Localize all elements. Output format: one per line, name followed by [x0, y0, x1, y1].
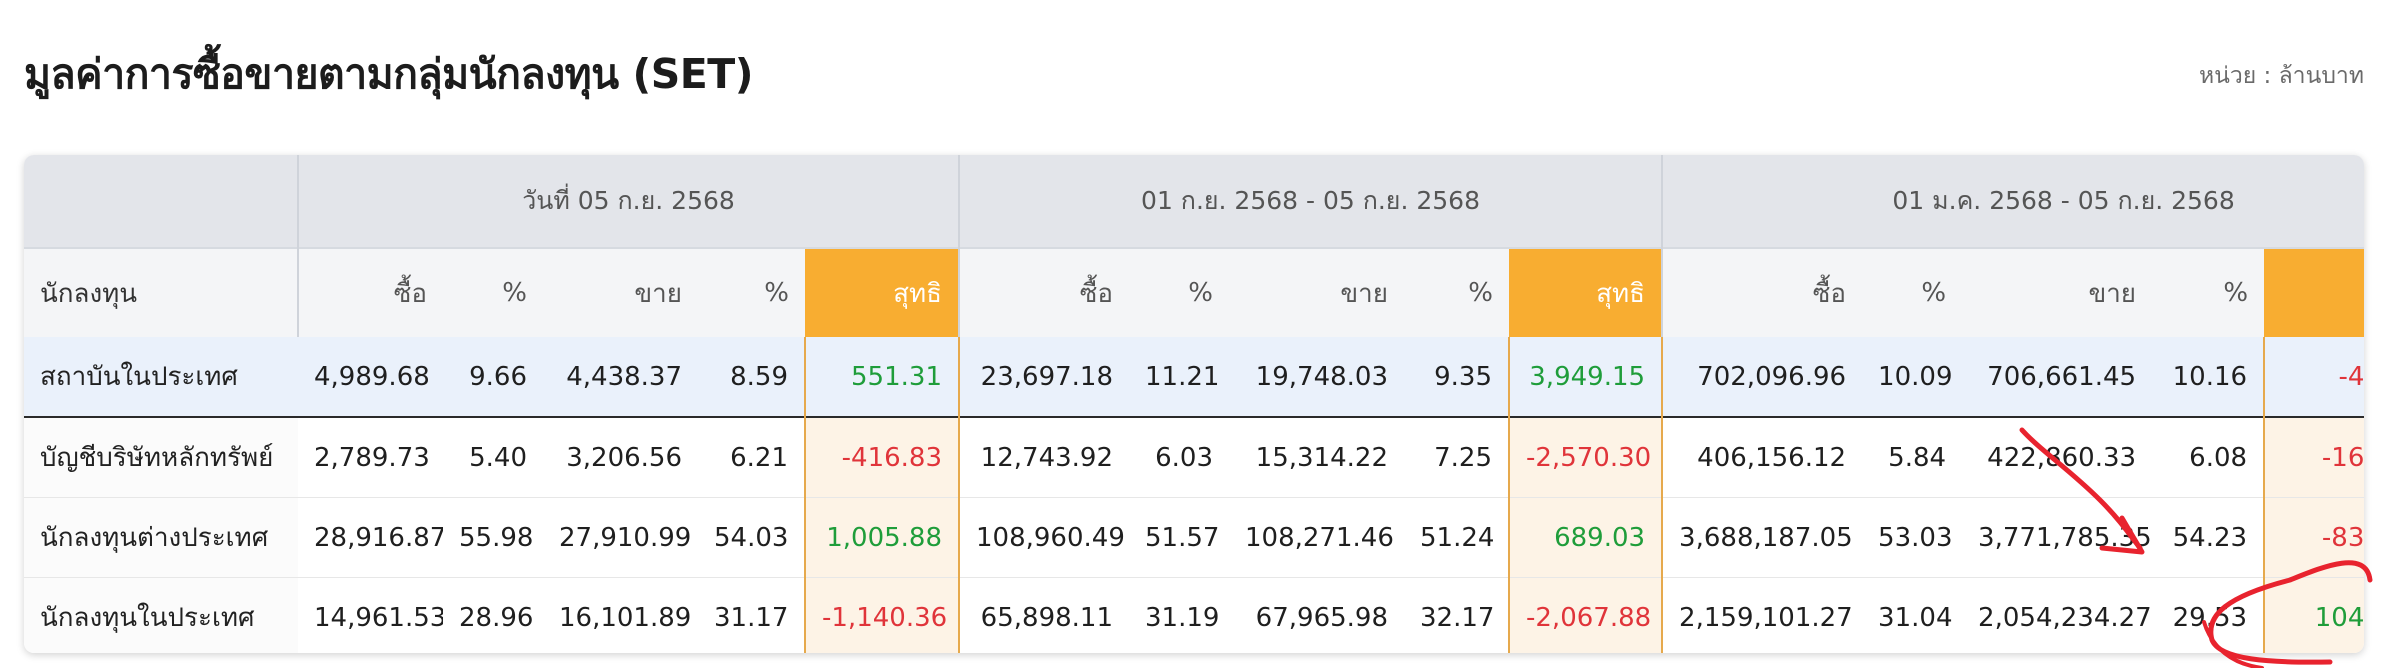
table-row: นักลงทุนต่างประเทศ 28,916.87 55.98 27,910.9… [24, 497, 2364, 578]
column-header-sell: ขาย [543, 247, 698, 337]
sell-pct-cell: 29.53 [2152, 577, 2265, 653]
buy-cell: 108,960.49 [959, 497, 1129, 578]
net-cell: -2,067.88 [1507, 577, 1664, 653]
buy-pct-cell: 51.57 [1129, 497, 1229, 578]
column-header-net: สุทธิ [2264, 247, 2364, 337]
column-header-net: สุทธิ [1509, 247, 1663, 337]
buy-pct-cell: 6.03 [1129, 416, 1229, 498]
column-header-sell-pct: % [2152, 247, 2265, 337]
net-cell: 1,005.88 [804, 497, 960, 578]
net-cell: 551.31 [804, 337, 960, 417]
column-header-buy-pct: % [1129, 247, 1229, 337]
column-header-sell: ขาย [1962, 247, 2153, 337]
net-cell: -83,598.3 [2263, 497, 2364, 578]
buy-cell: 2,159,101.27 [1662, 577, 1863, 653]
buy-pct-cell: 28.96 [443, 577, 543, 653]
buy-cell: 65,898.11 [959, 577, 1129, 653]
group-header-daily: วันที่ 05 ก.ย. 2568 [297, 155, 959, 248]
sell-cell: 3,771,785.35 [1962, 497, 2153, 578]
buy-pct-cell: 11.21 [1129, 337, 1229, 417]
buy-cell: 702,096.96 [1662, 337, 1863, 417]
buy-pct-cell: 55.98 [443, 497, 543, 578]
table-row: สถาบันในประเทศ 4,989.68 9.66 4,438.37 8.59 55… [24, 337, 2364, 417]
investor-name-cell: นักลงทุนต่างประเทศ [24, 497, 298, 578]
buy-pct-cell: 31.04 [1862, 577, 1963, 653]
net-cell: -2,570.30 [1507, 416, 1664, 498]
sell-pct-cell: 10.16 [2152, 337, 2265, 417]
sell-cell: 4,438.37 [543, 337, 698, 417]
net-cell: -1,140.36 [804, 577, 960, 653]
sell-pct-cell: 54.03 [698, 497, 805, 578]
net-cell: -416.83 [804, 416, 960, 498]
column-header-buy-pct: % [443, 247, 543, 337]
sell-cell: 3,206.56 [543, 416, 698, 498]
investor-name-cell: บัญชีบริษัทหลักทรัพย์ [24, 416, 298, 498]
table-row: บัญชีบริษัทหลักทรัพย์ 2,789.73 5.40 3,206.5… [24, 416, 2364, 498]
net-cell: 3,949.15 [1507, 337, 1664, 417]
investor-name-cell: สถาบันในประเทศ [24, 337, 298, 417]
net-cell: -4,564.5 [2263, 337, 2364, 417]
sell-cell: 15,314.22 [1229, 416, 1404, 498]
group-header-blank [24, 155, 298, 248]
column-header-buy: ซื้อ [958, 247, 1129, 337]
buy-pct-cell: 5.40 [443, 416, 543, 498]
group-header-ytd: 01 ม.ค. 2568 - 05 ก.ย. 2568 [1661, 155, 2364, 248]
sell-pct-cell: 7.25 [1404, 416, 1509, 498]
sell-cell: 67,965.98 [1229, 577, 1404, 653]
sell-pct-cell: 6.21 [698, 416, 805, 498]
sell-pct-cell: 51.24 [1404, 497, 1509, 578]
net-cell: 689.03 [1507, 497, 1664, 578]
sell-cell: 706,661.45 [1962, 337, 2153, 417]
sell-pct-cell: 31.17 [698, 577, 805, 653]
buy-pct-cell: 9.66 [443, 337, 543, 417]
sell-cell: 27,910.99 [543, 497, 698, 578]
column-header-sell: ขาย [1229, 247, 1404, 337]
buy-cell: 2,789.73 [298, 416, 443, 498]
sell-cell: 422,860.33 [1962, 416, 2153, 498]
investor-trading-table: วันที่ 05 ก.ย. 2568 01 ก.ย. 2568 - 05 ก.… [24, 155, 2364, 653]
column-header-buy-pct: % [1862, 247, 1963, 337]
column-header-investor: นักลงทุน [24, 247, 298, 337]
investor-trading-table-card: วันที่ 05 ก.ย. 2568 01 ก.ย. 2568 - 05 ก.… [24, 155, 2364, 653]
buy-cell: 3,688,187.05 [1662, 497, 1863, 578]
sell-pct-cell: 8.59 [698, 337, 805, 417]
buy-cell: 14,961.53 [298, 577, 443, 653]
column-header-buy: ซื้อ [1661, 247, 1863, 337]
column-header-sell-pct: % [698, 247, 805, 337]
sell-pct-cell: 54.23 [2152, 497, 2265, 578]
column-header-net: สุทธิ [805, 247, 959, 337]
group-header-week: 01 ก.ย. 2568 - 05 ก.ย. 2568 [957, 155, 1663, 248]
buy-pct-cell: 10.09 [1862, 337, 1963, 417]
group-header-row: วันที่ 05 ก.ย. 2568 01 ก.ย. 2568 - 05 ก.… [24, 155, 2364, 248]
buy-cell: 28,916.87 [298, 497, 443, 578]
buy-pct-cell: 53.03 [1862, 497, 1963, 578]
buy-cell: 4,989.68 [298, 337, 443, 417]
sell-cell: 19,748.03 [1229, 337, 1404, 417]
column-header-row: นักลงทุน ซื้อ % ขาย % สุทธิ ซื้อ % ขาย %… [24, 247, 2364, 337]
buy-pct-cell: 31.19 [1129, 577, 1229, 653]
column-header-buy: ซื้อ [297, 247, 443, 337]
investor-name-cell: นักลงทุนในประเทศ [24, 577, 298, 653]
sell-pct-cell: 6.08 [2152, 416, 2265, 498]
page-title: มูลค่าการซื้อขายตามกลุ่มนักลงทุน (SET) [24, 50, 753, 98]
net-cell: -16,704.2 [2263, 416, 2364, 498]
sell-pct-cell: 9.35 [1404, 337, 1509, 417]
sell-cell: 16,101.89 [543, 577, 698, 653]
unit-label: หน่วย : ล้านบาท [2198, 63, 2364, 89]
net-cell: 104,867.0 [2263, 577, 2364, 653]
buy-pct-cell: 5.84 [1862, 416, 1963, 498]
buy-cell: 406,156.12 [1662, 416, 1863, 498]
sell-cell: 2,054,234.27 [1962, 577, 2153, 653]
table-row: นักลงทุนในประเทศ 14,961.53 28.96 16,101.89 3… [24, 577, 2364, 653]
buy-cell: 23,697.18 [959, 337, 1129, 417]
sell-cell: 108,271.46 [1229, 497, 1404, 578]
buy-cell: 12,743.92 [959, 416, 1129, 498]
column-header-sell-pct: % [1404, 247, 1509, 337]
sell-pct-cell: 32.17 [1404, 577, 1509, 653]
